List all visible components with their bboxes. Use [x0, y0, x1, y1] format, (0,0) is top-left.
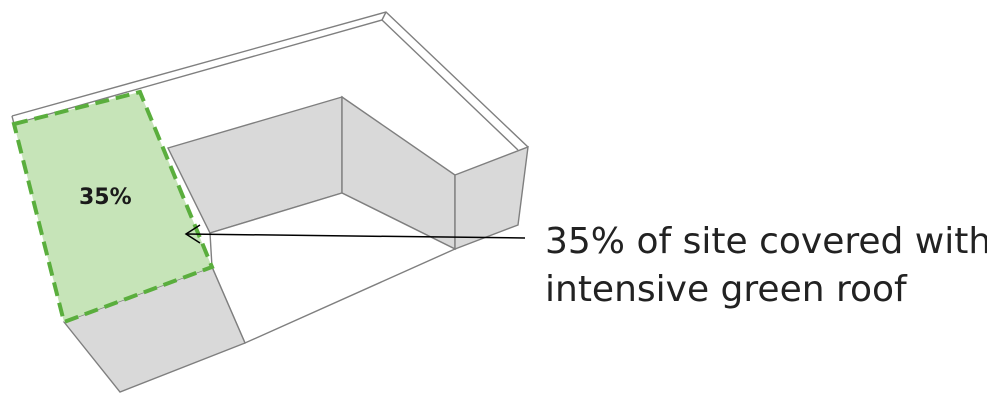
roof-parapet	[11, 11, 529, 151]
roof-area-label: 35%	[79, 185, 132, 210]
outer-wall-right	[454, 145, 529, 251]
callout-line-1: 35% of site covered with	[545, 221, 987, 262]
courtyard-floor	[209, 192, 457, 344]
callout-text: 35% of site covered with intensive green…	[545, 218, 987, 314]
callout-arrow	[184, 224, 526, 244]
green-roof-area	[11, 89, 215, 325]
callout-line-2: intensive green roof	[545, 269, 907, 310]
outer-wall-left	[62, 266, 246, 393]
